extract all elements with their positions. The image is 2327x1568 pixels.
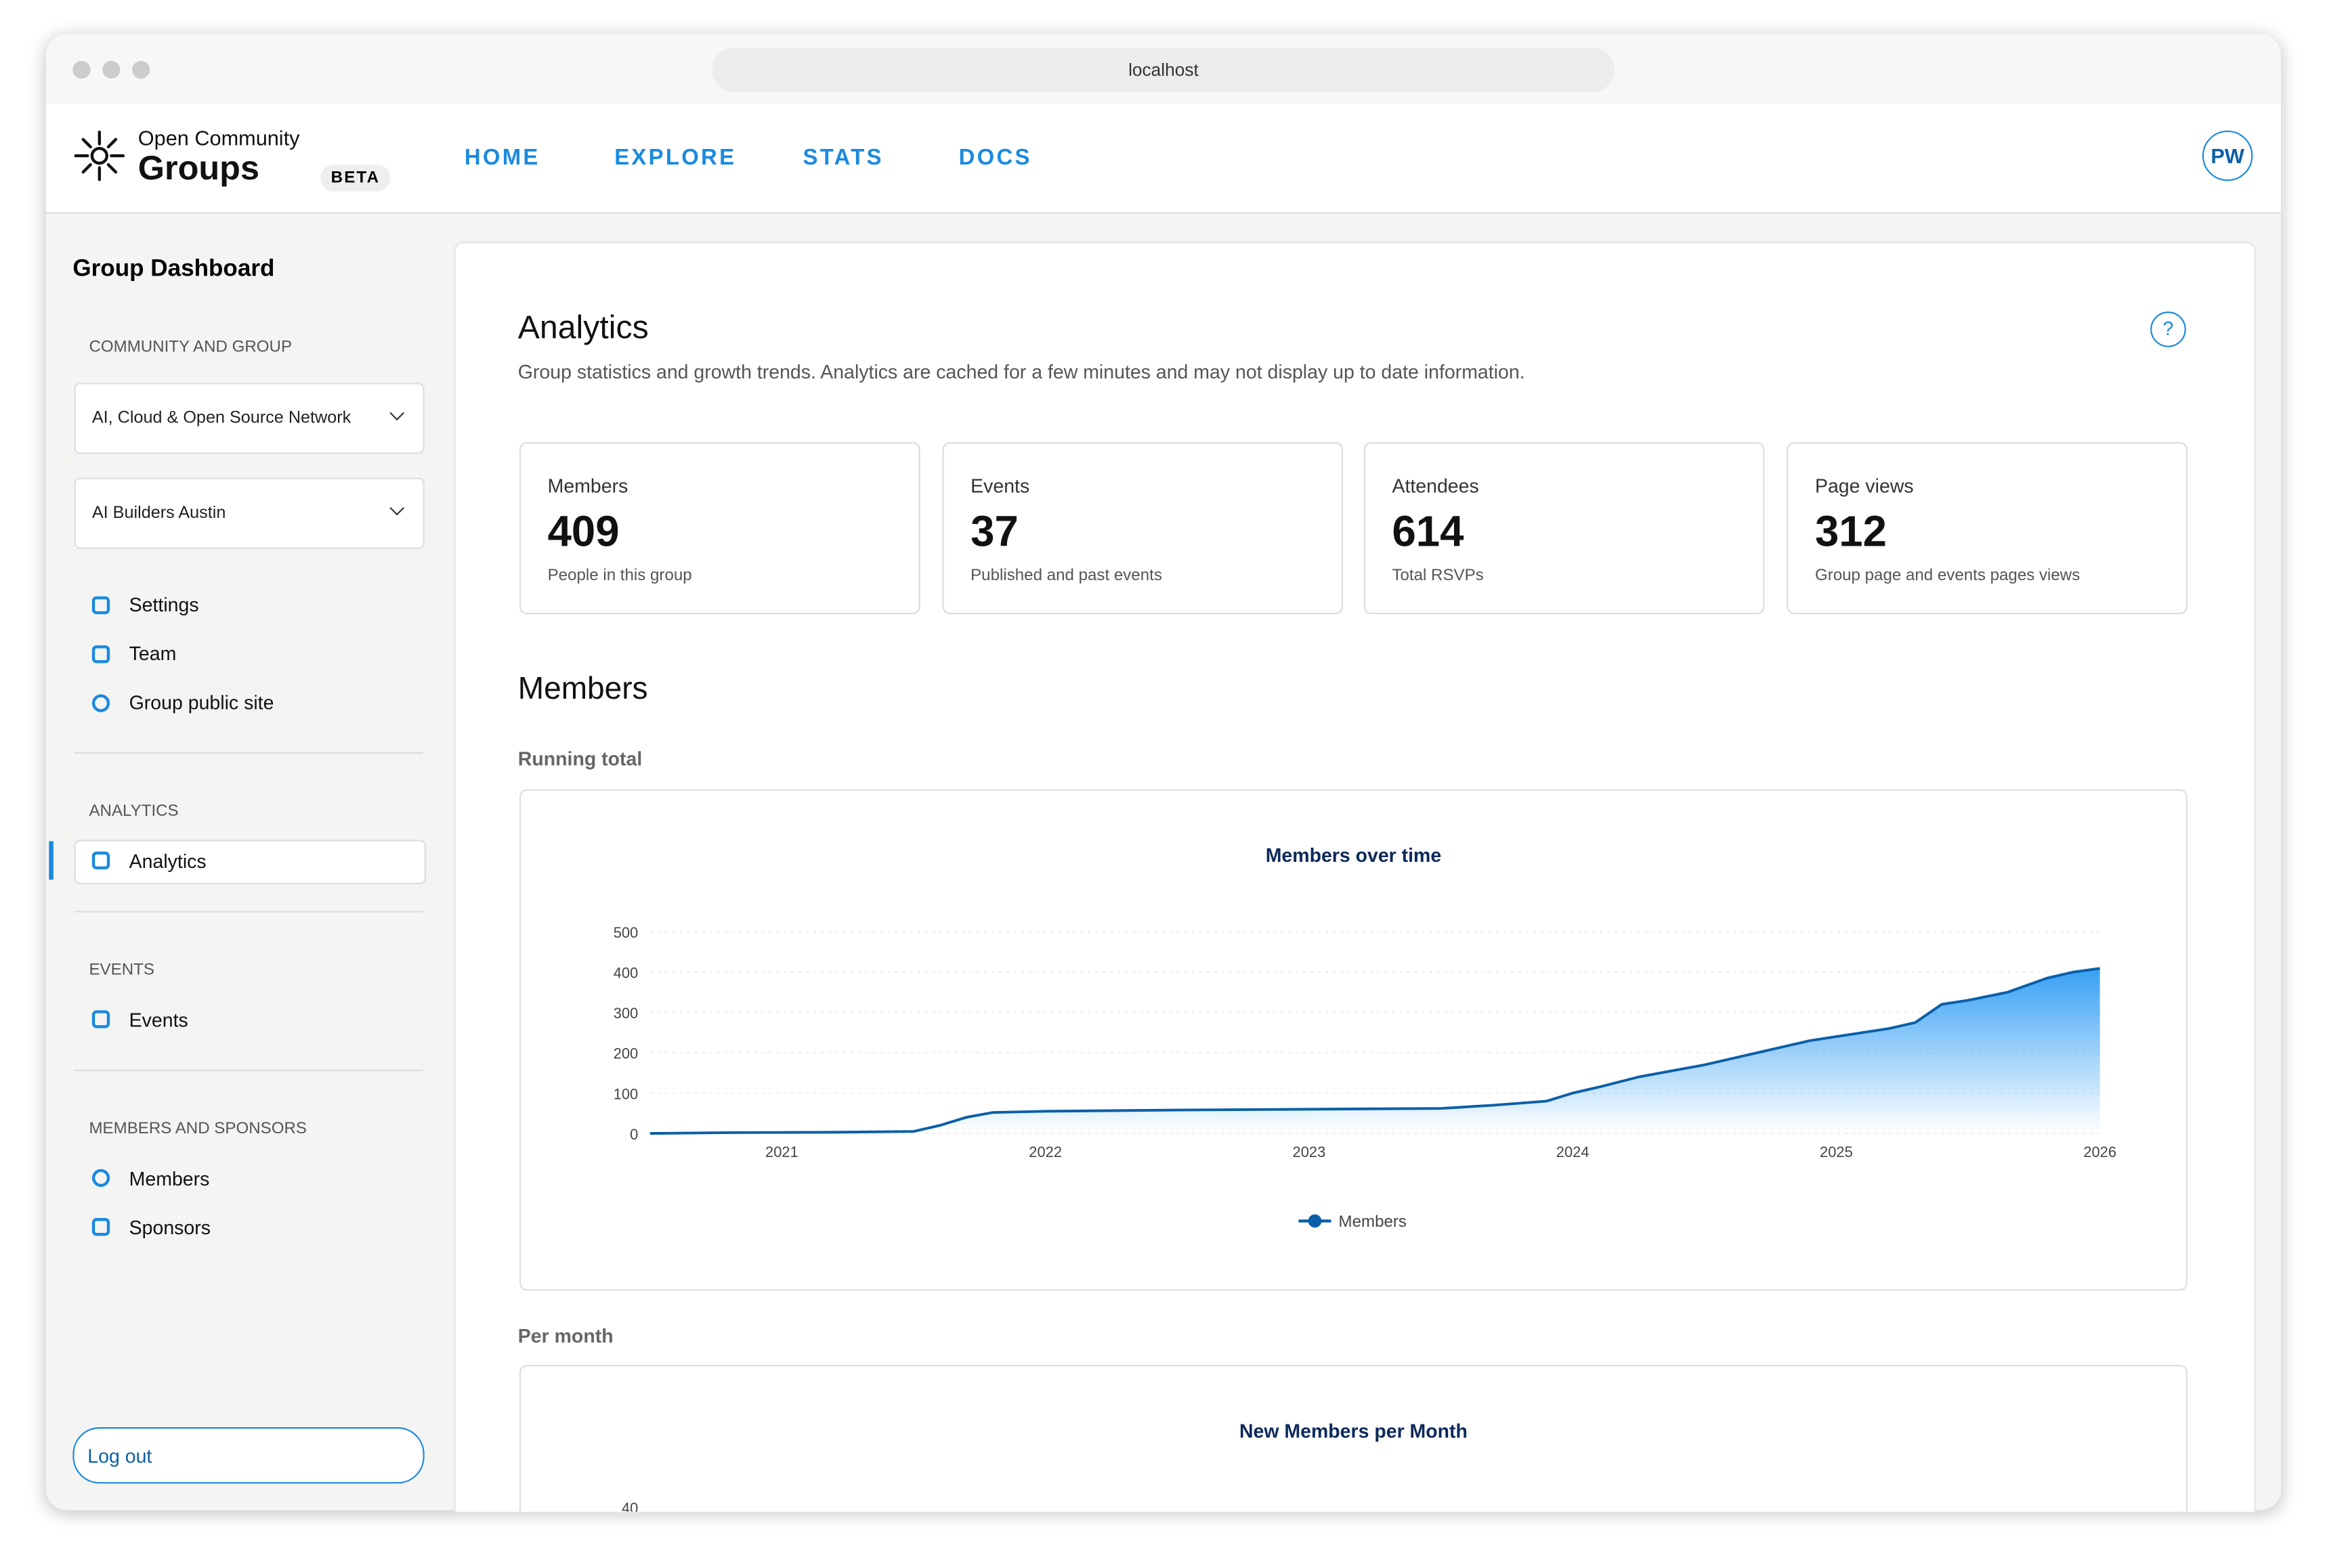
- logout-button[interactable]: Log out: [72, 1427, 425, 1484]
- section-heading: MEMBERS AND SPONSORS: [89, 1120, 307, 1138]
- sidebar-link[interactable]: Group public site: [129, 691, 274, 714]
- brand-bottom: Groups: [137, 148, 259, 188]
- icon: [91, 1010, 110, 1028]
- icon: [91, 851, 110, 870]
- stat-value: 409: [547, 508, 620, 557]
- stat-value: 37: [970, 508, 1019, 557]
- x-tick-label: 2024: [1556, 1144, 1589, 1160]
- beta-badge: BETA: [320, 165, 391, 192]
- stat-label: Events: [970, 475, 1030, 498]
- icon: [91, 1218, 110, 1236]
- stat-card: Members 409 People in this group: [519, 442, 920, 615]
- stat-note: Published and past events: [970, 567, 1162, 585]
- chart-title: New Members per Month: [1239, 1420, 1468, 1442]
- y-tick-label: 400: [614, 965, 639, 982]
- chart-box: New Members per Month 40: [519, 1364, 2187, 1512]
- sidebar-link[interactable]: Events: [129, 1009, 188, 1031]
- avatar[interactable]: PW: [2202, 130, 2253, 181]
- x-tick-label: 2022: [1029, 1144, 1062, 1160]
- sidebar-title: Group Dashboard: [72, 257, 275, 282]
- icon: [91, 645, 110, 663]
- x-tick-label: 2023: [1293, 1144, 1326, 1160]
- button-text: Log out: [87, 1445, 152, 1468]
- stat-note: Total RSVPs: [1392, 567, 1484, 585]
- url: localhost: [1128, 59, 1199, 81]
- stat-label: Members: [547, 475, 628, 498]
- stat-card: Attendees 614 Total RSVPs: [1363, 442, 1765, 615]
- icon: [91, 694, 110, 712]
- stat-value: 614: [1392, 508, 1464, 557]
- sidebar-link[interactable]: Members: [129, 1167, 210, 1190]
- section-heading: EVENTS: [89, 961, 154, 980]
- chart-box: Members over time 0 100 200 300 400 500 2021 202…: [519, 789, 2187, 1291]
- group-select[interactable]: AI Builders Austin: [74, 477, 425, 549]
- chart: Members over time 0 100 200 300 400 500 2021 202…: [614, 845, 2116, 1231]
- header: Open Community Groups BETA PW: [45, 104, 2282, 214]
- page-title: Analytics: [517, 308, 649, 346]
- nav-link[interactable]: STATS: [803, 145, 884, 171]
- sidebar-link[interactable]: Team: [129, 642, 177, 665]
- section-heading: COMMUNITY AND GROUP: [89, 338, 293, 356]
- x-tick-label: 2026: [2083, 1144, 2116, 1160]
- active-item[interactable]: [74, 840, 426, 885]
- nav-link[interactable]: HOME: [464, 145, 540, 171]
- icon: [91, 1169, 110, 1188]
- y-tick-label: 300: [614, 1005, 639, 1022]
- stat-card: Page views 312 Group page and events pages…: [1787, 442, 2187, 615]
- select-text: AI, Cloud & Open Source Network: [91, 409, 351, 428]
- icon: [91, 596, 110, 615]
- brand-top: Open Community: [137, 126, 300, 150]
- chart-caption: Per month: [517, 1324, 614, 1347]
- line: [649, 967, 2100, 1135]
- sidebar-link[interactable]: Settings: [129, 593, 199, 616]
- help-button[interactable]: ?: [2150, 311, 2186, 347]
- area: [649, 968, 2100, 1134]
- stat-note: People in this group: [547, 567, 692, 585]
- toolbar: localhost: [45, 34, 2282, 104]
- legend-label: Members: [1339, 1213, 1407, 1231]
- y-tick-label: 500: [614, 924, 639, 941]
- select-text: AI Builders Austin: [91, 504, 226, 523]
- chart-title: Members over time: [1266, 845, 1442, 867]
- y-tick-label: 200: [614, 1045, 639, 1062]
- address-bar[interactable]: localhost: [712, 47, 1615, 92]
- chart-caption: Running total: [517, 747, 643, 770]
- section-heading: ANALYTICS: [89, 802, 179, 821]
- chart: New Members per Month 40: [622, 1420, 1468, 1512]
- section-title: Members: [517, 672, 648, 707]
- page-subtitle: Group statistics and growth trends. Anal…: [517, 360, 1525, 383]
- stat-note: Group page and events pages views: [1814, 567, 2080, 585]
- stat-label: Page views: [1814, 475, 1914, 498]
- sidebar-link[interactable]: Analytics: [129, 850, 207, 873]
- sidebar-link[interactable]: Sponsors: [129, 1216, 211, 1239]
- y-tick-label: 0: [630, 1126, 638, 1143]
- y-tick-label: 100: [614, 1085, 639, 1102]
- stat-card: Events 37 Published and past events: [942, 442, 1344, 615]
- x-tick-label: 2025: [1820, 1144, 1853, 1160]
- community-select[interactable]: AI, Cloud & Open Source Network: [74, 383, 425, 454]
- nav-link[interactable]: EXPLORE: [614, 145, 737, 171]
- nav-link[interactable]: DOCS: [958, 145, 1032, 171]
- x-tick-label: 2021: [765, 1144, 798, 1160]
- stat-label: Attendees: [1392, 475, 1479, 498]
- logo: [74, 130, 125, 181]
- legend-dot: [1308, 1214, 1322, 1228]
- y-tick-label: 40: [622, 1500, 638, 1512]
- stat-value: 312: [1814, 508, 1887, 557]
